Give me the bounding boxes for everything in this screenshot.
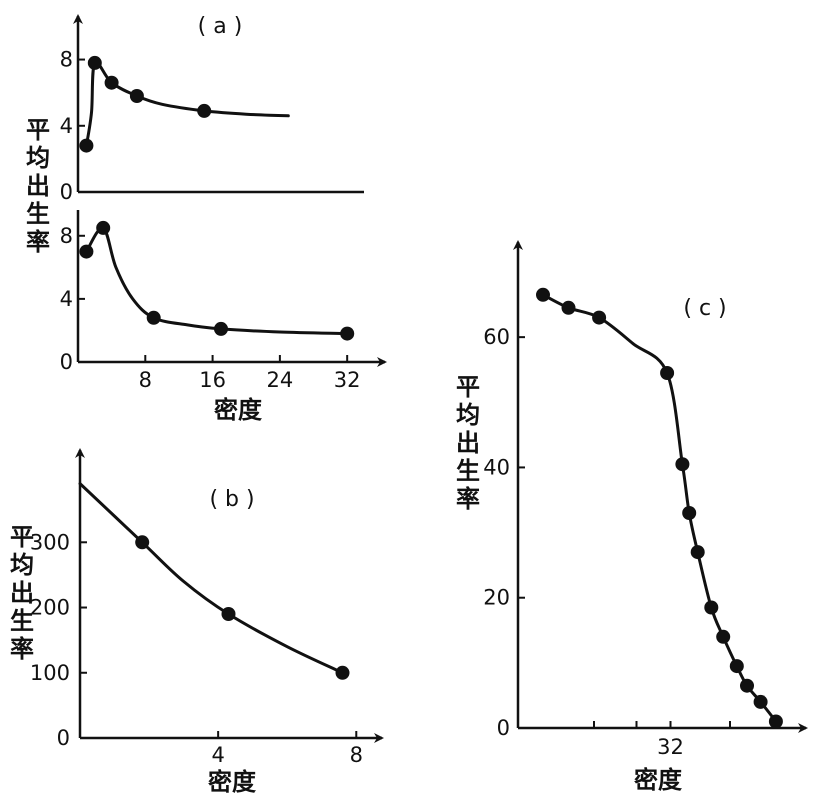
panel-c-y-tick-label: 0 [497,716,510,740]
panel-a-upper-data-point [79,138,94,153]
panel-a-upper-data-point [129,89,144,103]
panel-c-data-point [768,714,783,729]
panel-c-data-point [561,300,576,315]
panel-b-y-axis-title-char: 平 [10,523,34,551]
panel-a-upper-data-point [197,103,212,118]
panel-a-x-axis-title: 密度 [214,396,263,424]
panel-c-data-point [716,629,731,644]
panel-c-y-axis-title-char: 均 [456,401,480,429]
panel-a-lower-data-point [340,326,355,341]
panel-a-upper-y-tick-label: 0 [60,180,73,204]
panel-c-y-tick-label: 20 [483,586,510,610]
panel-a-upper-y-tick-label: 4 [60,114,73,138]
panel-a-lower-y-tick-label: 0 [60,350,73,374]
panel-a-lower-y-tick-label: 8 [60,224,73,248]
panel-b-x-tick-label: 4 [211,743,224,767]
panel-c-data-point [690,545,705,560]
panel-a-label: ( a ) [198,14,243,39]
panel-a-y-axis-title-char: 出 [26,172,50,200]
panel-b-y-axis-title-char: 生 [10,607,34,635]
panel-c-data-point [536,287,550,302]
panel-a-lower-x-tick-label: 16 [199,368,226,392]
panel-b-plot: 300 200 100 0 4 8 [30,448,384,767]
panel-a-y-axis-title-char: 生 [26,200,50,228]
panel-b-data-point [335,665,350,680]
panel-c-y-axis-title-char: 生 [456,457,480,485]
panel-b-y-tick-label: 100 [30,661,70,685]
panel-a-lower-data-point [214,321,228,336]
panel-b-series-line [78,482,344,675]
panel-a-lower-data-point [146,310,161,325]
panel-b-x-tick-label: 8 [350,743,363,767]
panel-a-lower-plot: 8 4 0 8 16 24 32 [60,210,387,392]
panel-a-lower-x-tick-label: 32 [334,368,361,392]
panel-c-plot: 60 40 20 0 32 [483,240,808,759]
panel-b-y-tick-label: 0 [57,726,70,750]
panel-a-upper-plot: 8 4 0 [60,14,364,204]
panel-c-y-axis-title-char: 平 [456,373,480,401]
panel-c-y-tick-label: 60 [483,325,510,349]
panel-c-y-axis-title-char: 率 [456,485,480,513]
panel-b-y-axis-title-char: 均 [10,551,34,579]
panel-a-y-axis-title-char: 均 [26,144,50,172]
panel-b-data-point [135,535,150,550]
panel-a-upper-data-point [104,75,119,90]
panel-b-y-axis-title-char: 率 [10,635,34,663]
panel-b-y-tick-label: 300 [30,530,70,554]
panel-c-data-point [682,506,697,520]
panel-c-data-point [675,457,690,472]
panel-a-lower-series-line [84,226,349,336]
panel-c-y-tick-label: 40 [483,455,510,479]
panel-c-data-point [740,678,754,693]
panel-a-upper-series-line [84,60,290,148]
panel-c-series-line [541,293,778,723]
panel-b-y-axis-title-char: 出 [10,579,34,607]
panel-a-y-axis-title-char: 平 [26,116,50,144]
panel-a-lower-x-tick-label: 8 [139,368,152,392]
panel-a-upper-data-point [87,55,102,70]
panel-c-x-tick-label: 32 [657,735,684,759]
panel-c-x-axis-title: 密度 [634,766,683,794]
panel-a-y-axis-title-char: 率 [26,228,50,256]
panel-b-data-point [221,607,236,621]
panel-c-y-axis-title-char: 出 [456,429,480,457]
panel-a-lower-x-tick-label: 24 [267,368,294,392]
panel-c-data-point [753,694,768,709]
panel-c-label: ( c ) [683,296,726,321]
panel-c-data-point [660,366,675,380]
panel-c-data-point [729,659,744,674]
panel-b-x-axis-title: 密度 [208,768,257,796]
panel-a-lower-data-point [96,220,111,235]
panel-c-data-point [592,310,607,325]
panel-c-data-point [704,600,719,615]
panel-b-label: ( b ) [209,487,254,512]
panel-b-y-tick-label: 200 [30,596,70,620]
panel-a-lower-data-point [79,244,94,259]
panel-a-lower-y-tick-label: 4 [60,287,73,311]
panel-a-upper-y-tick-label: 8 [60,48,73,72]
